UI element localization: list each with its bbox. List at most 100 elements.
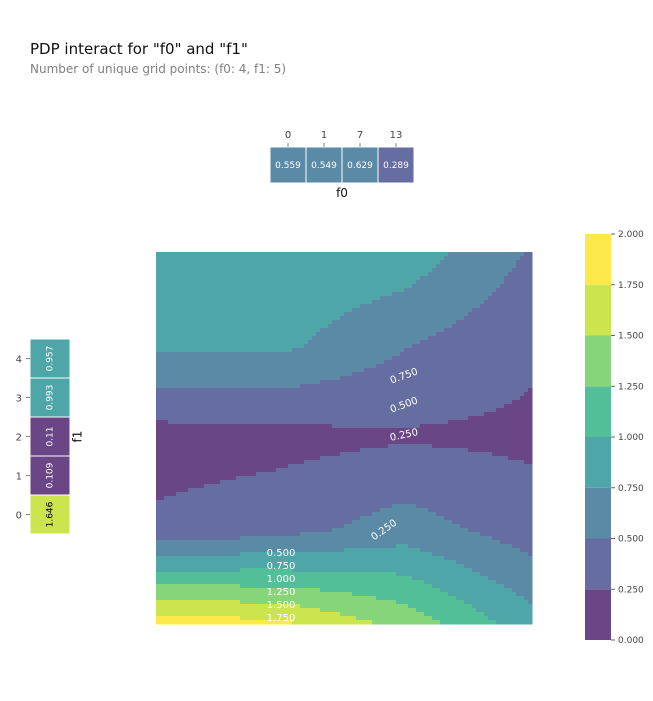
contour-cell	[192, 272, 197, 277]
contour-cell	[256, 428, 261, 433]
contour-cell	[432, 264, 437, 269]
contour-cell	[320, 392, 325, 397]
contour-cell	[188, 300, 193, 305]
contour-cell	[224, 392, 229, 397]
contour-cell	[528, 264, 533, 269]
contour-cell	[204, 412, 209, 417]
contour-cell	[292, 400, 297, 405]
contour-cell	[348, 440, 353, 445]
contour-cell	[204, 380, 209, 385]
contour-cell	[172, 252, 177, 257]
contour-cell	[220, 320, 225, 325]
contour-cell	[528, 412, 533, 417]
contour-cell	[432, 360, 437, 365]
contour-cell	[404, 448, 409, 453]
contour-cell	[196, 368, 201, 373]
contour-cell	[444, 332, 449, 337]
contour-cell	[156, 424, 161, 429]
contour-cell	[204, 356, 209, 361]
contour-cell	[336, 412, 341, 417]
contour-cell	[392, 300, 397, 305]
contour-cell	[488, 420, 493, 425]
contour-cell	[504, 304, 509, 309]
contour-cell	[260, 420, 265, 425]
contour-cell	[428, 396, 433, 401]
contour-cell	[176, 440, 181, 445]
contour-cell	[180, 272, 185, 277]
contour-cell	[440, 356, 445, 361]
contour-cell	[336, 268, 341, 273]
contour-cell	[432, 352, 437, 357]
contour-cell	[472, 280, 477, 285]
contour-cell	[484, 444, 489, 449]
contour-cell	[224, 372, 229, 377]
contour-cell	[340, 300, 345, 305]
contour-cell	[244, 308, 249, 313]
contour-cell	[340, 400, 345, 405]
contour-cell	[212, 460, 217, 465]
contour-cell	[496, 392, 501, 397]
contour-cell	[268, 460, 273, 465]
contour-cell	[440, 444, 445, 449]
contour-cell	[180, 260, 185, 265]
contour-cell	[168, 440, 173, 445]
contour-cell	[180, 256, 185, 261]
contour-cell	[272, 252, 277, 257]
contour-cell	[260, 324, 265, 329]
contour-cell	[280, 376, 285, 381]
contour-cell	[400, 384, 405, 389]
contour-cell	[456, 296, 461, 301]
contour-cell	[488, 444, 493, 449]
contour-cell	[272, 416, 277, 421]
contour-cell	[484, 260, 489, 265]
contour-cell	[436, 356, 441, 361]
contour-cell	[352, 256, 357, 261]
contour-cell	[392, 404, 397, 409]
contour-cell	[240, 356, 245, 361]
contour-cell	[308, 400, 313, 405]
contour-cell	[248, 384, 253, 389]
contour-cell	[492, 264, 497, 269]
contour-cell	[156, 284, 161, 289]
contour-cell	[228, 296, 233, 301]
contour-cell	[324, 320, 329, 325]
contour-cell	[272, 300, 277, 305]
contour-cell	[272, 344, 277, 349]
contour-cell	[364, 400, 369, 405]
contour-cell	[380, 316, 385, 321]
contour-cell	[288, 332, 293, 337]
contour-cell	[356, 352, 361, 357]
contour-cell	[228, 456, 233, 461]
contour-cell	[380, 420, 385, 425]
contour-cell	[468, 368, 473, 373]
contour-cell	[420, 292, 425, 297]
contour-cell	[328, 320, 333, 325]
contour-cell	[184, 340, 189, 345]
contour-cell	[476, 328, 481, 333]
contour-cell	[408, 276, 413, 281]
contour-cell	[344, 352, 349, 357]
contour-cell	[288, 336, 293, 341]
contour-cell	[160, 380, 165, 385]
contour-cell	[368, 440, 373, 445]
contour-cell	[520, 384, 525, 389]
contour-cell	[356, 252, 361, 257]
contour-cell	[244, 392, 249, 397]
contour-cell	[464, 424, 469, 429]
contour-cell	[528, 452, 533, 457]
contour-cell	[164, 264, 169, 269]
contour-cell	[240, 400, 245, 405]
contour-cell	[380, 336, 385, 341]
contour-cell	[480, 416, 485, 421]
contour-cell	[356, 284, 361, 289]
contour-cell	[256, 380, 261, 385]
contour-cell	[264, 448, 269, 453]
contour-cell	[316, 388, 321, 393]
contour-cell	[264, 304, 269, 309]
contour-cell	[480, 412, 485, 417]
contour-cell	[432, 288, 437, 293]
contour-cell	[380, 296, 385, 301]
contour-cell	[204, 360, 209, 365]
contour-cell	[296, 308, 301, 313]
contour-cell	[452, 376, 457, 381]
